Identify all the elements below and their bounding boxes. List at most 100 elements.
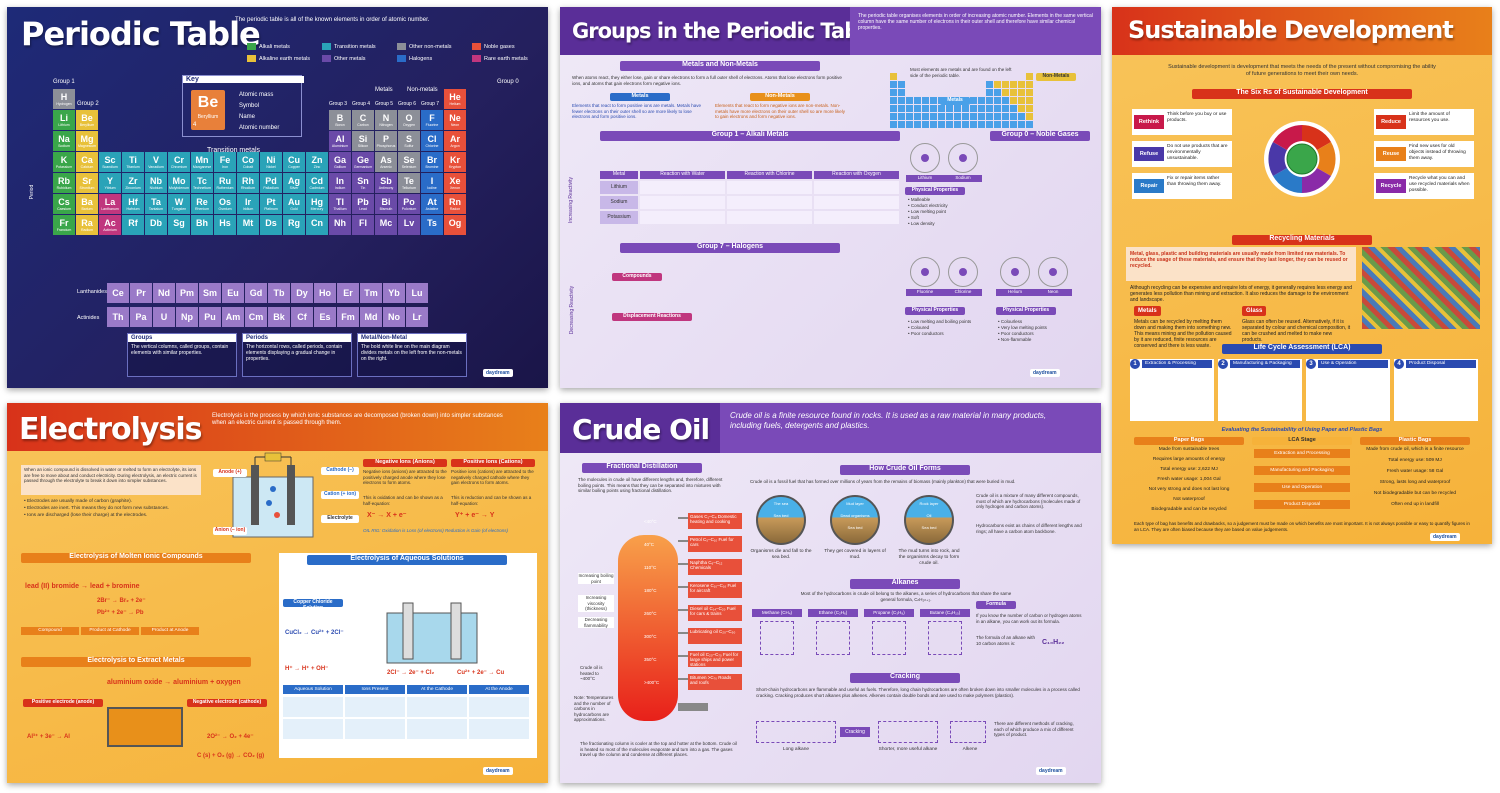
element-symbol: Cl (427, 134, 437, 144)
element-cell: At Astatine (421, 194, 443, 214)
element-name: Neon (450, 123, 460, 127)
intro: Sustainable development is development t… (1168, 64, 1436, 77)
mini-cell (906, 113, 913, 120)
element-cell: Pd Palladium (260, 173, 282, 193)
property-item: • Low melting point (908, 209, 946, 214)
element-symbol: As (380, 155, 392, 165)
alkanes-text: Most of the hydrocarbons in crude oil be… (800, 591, 1012, 602)
mini-cell (986, 97, 993, 104)
stage-row: Product Disposal (1254, 500, 1350, 509)
molten-header: Electrolysis of Molten Ionic Compounds (21, 553, 251, 563)
info-box: Periods The horizontal rows, called perio… (242, 333, 352, 377)
element-symbol: U (160, 312, 168, 322)
element-cell: Tl Thallium (329, 194, 351, 214)
pos-ions-header: Positive Ions (Cations) (451, 459, 535, 467)
mini-cell (898, 89, 905, 96)
group-label: Group 7 (421, 101, 440, 107)
element-name: Gallium (334, 165, 346, 169)
fraction-temp: 40°C (644, 542, 655, 547)
mini-cell (994, 121, 1001, 128)
atom-diagram (1038, 257, 1068, 287)
element-cell: Re Rhenium (191, 194, 213, 214)
element-symbol: Si (358, 134, 368, 144)
element-cell: Po Polonium (398, 194, 420, 214)
element-cell: C Carbon (352, 110, 374, 130)
element-symbol: Fl (359, 218, 367, 228)
element-symbol: Ge (356, 155, 369, 165)
info-text: The horizontal rows, called periods, con… (246, 344, 343, 362)
r-text: Limit the amount of resources you use. (1409, 112, 1450, 123)
element-name: Francium (56, 228, 72, 232)
mini-cell (906, 105, 913, 112)
formula-example: The formula of an alkane with 10 carbon … (976, 635, 1036, 646)
fraction-label: Petrol C₅–C₁₀ Fuel for cars (688, 536, 742, 552)
element-cell: Mg Magnesium (76, 131, 98, 151)
property-item: • Low melting and boiling points (908, 319, 972, 324)
element-cell: B Boron (329, 110, 351, 130)
reactivity-arrow-up: Increasing Reactivity (568, 176, 575, 224)
property-item: • Colourless (998, 319, 1023, 324)
recycling-panel (1126, 247, 1356, 281)
element-name: Magnesium (77, 144, 97, 148)
mini-cell (1026, 121, 1033, 128)
element-symbol: Tb (273, 288, 285, 298)
formula-header: Formula (976, 601, 1016, 609)
mini-cell (890, 105, 897, 112)
element-cell: Pr (130, 283, 152, 303)
element-symbol: Rn (449, 197, 461, 207)
formula-text: If you know the number of carbon or hydr… (976, 613, 1082, 624)
element-cell: Fl (352, 215, 374, 235)
wheel-seg-1 (1302, 125, 1331, 150)
mini-cell (978, 113, 985, 120)
section-metals-nonmetals: Metals and Non-Metals (620, 61, 820, 71)
element-symbol: Mg (80, 134, 94, 144)
mini-cell (914, 121, 921, 128)
side-label: Increasing viscosity (thickness) (578, 595, 614, 612)
element-cell: Hs (214, 215, 236, 235)
title-banner (560, 403, 720, 453)
atom-label: Lithium (906, 175, 944, 182)
element-name: Gold (290, 207, 298, 211)
element-name: Tin (360, 186, 366, 190)
element-cell: La Lanthanum (99, 194, 121, 214)
mini-cell (962, 121, 969, 128)
metals-text: Elements that react to form positive ion… (572, 103, 702, 119)
wheel-seg-3 (1302, 168, 1331, 193)
element-name: Palladium (263, 186, 279, 190)
element-cell: Fr Francium (53, 215, 75, 235)
paper-row: Not waterproof (1173, 497, 1205, 502)
element-name: Yttrium (104, 186, 116, 190)
mini-cell (1026, 73, 1033, 80)
element-cell: N Nitrogen (375, 110, 397, 130)
stage-row: Manufacturing and Packaging (1254, 466, 1350, 475)
element-cell: Pm (176, 283, 198, 303)
element-name: Caesium (57, 207, 71, 211)
element-name: Xenon (449, 186, 461, 190)
element-cell: Li Lithium (53, 110, 75, 130)
legend-label: Noble gases (484, 43, 515, 50)
element-cell: Ho (314, 283, 336, 303)
element-name: Selenium (401, 165, 417, 169)
metals-note: Most elements are metals and are found o… (910, 67, 1012, 78)
title-banner (1112, 7, 1492, 55)
legend-item: Rare earth metals (472, 55, 528, 62)
element-name: Cadmium (309, 186, 325, 190)
electrolysis-bullets: • Electrodes are usually made of carbon … (24, 498, 174, 519)
mini-cell (1026, 105, 1033, 112)
fraction-temp: <40°C (644, 519, 657, 524)
element-cell: Rf (122, 215, 144, 235)
mini-cell (1010, 89, 1017, 96)
legend-item: Alkaline earth metals (247, 55, 310, 62)
property-item: • Non-flammable (998, 337, 1032, 342)
atom-nucleus (959, 268, 967, 276)
fraction-pipe (678, 586, 688, 588)
pp-group1-header: Physical Properties (905, 187, 965, 195)
element-symbol: Lr (412, 312, 422, 322)
alkane-label: Butane (C₄H₁₀) (920, 609, 970, 617)
info-box: Metal/Non-Metal The bold white line on th… (357, 333, 467, 377)
formation-stage (904, 495, 954, 545)
cation-label: Cation (+ ion) (321, 491, 359, 499)
element-symbol: K (60, 155, 68, 165)
footer-text: Each type of bag has benefits and drawba… (1134, 521, 1470, 532)
mini-cell (1026, 113, 1033, 120)
